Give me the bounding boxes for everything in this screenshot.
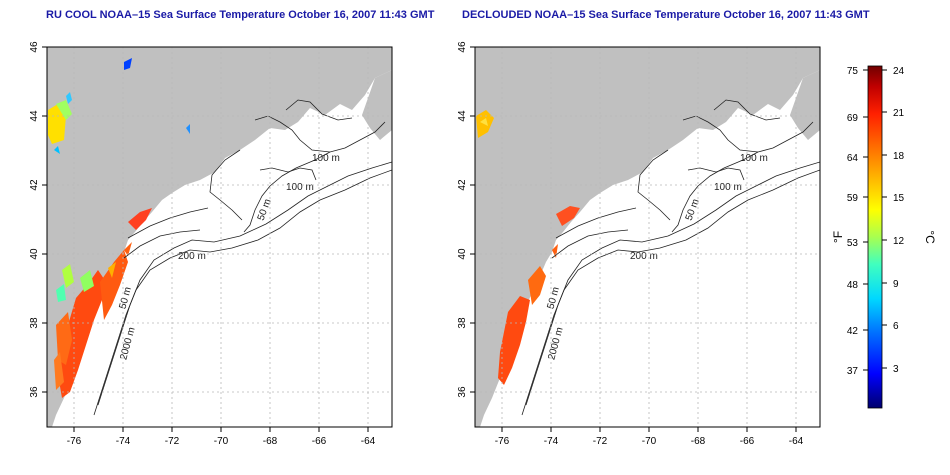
right-map-frame: [474, 46, 821, 428]
right-lon-tick: -64: [789, 436, 804, 447]
left-lon-axis: -76 -74 -72 -70 -68 -66 -64: [67, 436, 376, 447]
left-land: [47, 47, 392, 427]
colorbar-c-tick: 3: [893, 364, 899, 375]
right-map: 100 m 100 m 50 m 200 m 50 m 2000 m 46 44…: [457, 41, 821, 447]
left-lon-tick: -72: [165, 436, 180, 447]
colorbar-f-tick: 42: [847, 326, 859, 337]
right-lon-tick: -66: [740, 436, 755, 447]
right-lat-tick: 42: [457, 179, 468, 191]
left-map-frame: [46, 46, 393, 428]
left-lon-tick: -66: [312, 436, 327, 447]
right-lon-tick: -68: [691, 436, 706, 447]
colorbar-f-tick: 53: [847, 238, 859, 249]
colorbar-c-tick: 15: [893, 193, 905, 204]
left-lat-tickmarks: [42, 46, 47, 393]
right-contour-label-100m-b: 100 m: [714, 182, 742, 193]
left-lon-tick: -70: [214, 436, 229, 447]
colorbar-c-tick: 18: [893, 151, 905, 162]
right-lon-tick: -76: [495, 436, 510, 447]
colorbar-celsius-label: °C: [923, 230, 937, 244]
left-contour-label-200m: 200 m: [178, 251, 206, 262]
left-sst-pixels: [48, 58, 190, 398]
colorbar-f-tick: 48: [847, 280, 859, 291]
colorbar-c-tick: 21: [893, 108, 905, 119]
left-grid: [47, 47, 392, 427]
colorbar-f-ticks: 75 69 64 59 53 48 42 37: [847, 66, 859, 377]
right-lat-tick: 36: [457, 386, 468, 398]
right-lon-tick: -74: [544, 436, 559, 447]
right-sst-pixels: [476, 110, 580, 385]
colorbar-f-tick: 64: [847, 153, 859, 164]
colorbar-f-tick: 69: [847, 113, 859, 124]
right-lat-tick: 46: [457, 41, 468, 53]
right-land: [475, 47, 820, 427]
colorbar-gradient: [867, 65, 883, 409]
colorbar-c-tick: 9: [893, 279, 899, 290]
colorbar-f-tick: 37: [847, 366, 859, 377]
left-map-title: RU COOL NOAA–15 Sea Surface Temperature …: [46, 9, 435, 21]
colorbar-c-tick: 6: [893, 321, 899, 332]
left-lat-tick: 46: [29, 41, 40, 53]
left-map: 100 m 100 m 50 m 200 m 50 m 2000 m 46: [29, 41, 393, 447]
left-lon-tick: -74: [116, 436, 131, 447]
colorbar-c-ticks: 24 21 18 15 12 9 6 3: [893, 66, 905, 375]
colorbar-f-tick: 59: [847, 193, 859, 204]
left-lon-tick: -68: [263, 436, 278, 447]
right-contour-label-100m-a: 100 m: [740, 153, 768, 164]
right-lon-tick: -72: [593, 436, 608, 447]
colorbar: 75 69 64 59 53 48 42 37 24 21 18 15 12 9…: [831, 65, 937, 409]
left-contour-label-100m-a: 100 m: [312, 153, 340, 164]
colorbar-f-tick: 75: [847, 66, 859, 77]
left-lat-axis: 46 44 42 40 38 36: [29, 41, 40, 398]
right-grid: [475, 47, 820, 427]
colorbar-fahrenheit-label: °F: [831, 231, 845, 243]
left-lat-tick: 40: [29, 248, 40, 260]
left-lat-tick: 42: [29, 179, 40, 191]
left-lon-tickmarks: [73, 427, 369, 432]
right-lat-tick: 40: [457, 248, 468, 260]
right-contours: [521, 99, 820, 416]
left-contours: [93, 99, 392, 416]
colorbar-c-tick: 24: [893, 66, 905, 77]
left-lon-tick: -64: [361, 436, 376, 447]
right-lat-tickmarks: [470, 46, 475, 393]
right-lat-axis: 46 44 42 40 38 36: [457, 41, 468, 398]
right-contour-label-200m: 200 m: [630, 251, 658, 262]
right-lat-tick: 44: [457, 110, 468, 122]
right-map-title: DECLOUDED NOAA–15 Sea Surface Temperatur…: [462, 9, 870, 21]
left-lat-tick: 38: [29, 317, 40, 329]
left-lat-tick: 36: [29, 386, 40, 398]
left-lat-tick: 44: [29, 110, 40, 122]
colorbar-c-tick: 12: [893, 236, 905, 247]
colorbar-tickmarks: [863, 69, 887, 371]
left-lon-tick: -76: [67, 436, 82, 447]
right-lat-tick: 38: [457, 317, 468, 329]
right-lon-axis: -76 -74 -72 -70 -68 -66 -64: [495, 436, 804, 447]
left-contour-label-100m-b: 100 m: [286, 182, 314, 193]
right-lon-tick: -70: [642, 436, 657, 447]
right-lon-tickmarks: [501, 427, 797, 432]
